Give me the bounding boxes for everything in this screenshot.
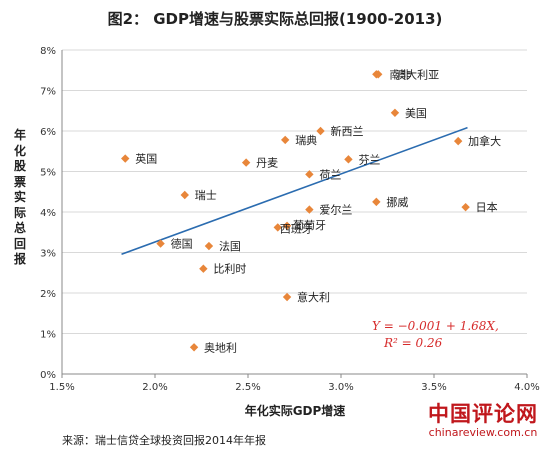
- data-point-label: 挪威: [386, 195, 408, 209]
- y-tick-label: 8%: [40, 46, 56, 57]
- y-tick-label: 6%: [40, 127, 56, 138]
- data-point-marker: [316, 126, 325, 136]
- data-point-marker: [189, 343, 199, 352]
- x-tick-label: 1.5%: [49, 382, 74, 393]
- x-tick-label: 3.5%: [421, 382, 446, 393]
- trendline-layer: [121, 126, 468, 255]
- data-point-label: 葡萄牙: [293, 219, 326, 232]
- data-point-label: 南非: [389, 68, 411, 81]
- gridlines: [62, 49, 527, 334]
- data-point-label: 澳大利亚: [395, 67, 439, 81]
- data-point-marker: [390, 108, 400, 117]
- data-point-label: 意大利: [297, 290, 330, 304]
- data-point-label: 英国: [135, 152, 157, 166]
- x-tick-label: 4.0%: [514, 382, 539, 393]
- data-point-marker: [374, 70, 383, 79]
- data-point-label: 瑞士: [195, 188, 217, 202]
- y-tick-label: 7%: [40, 87, 56, 98]
- chart-title: 图2： GDP增速与股票实际总回报(1900-2013): [107, 10, 443, 28]
- x-tick-label: 3.0%: [328, 382, 353, 393]
- source-note: 来源：瑞士信贷全球投资回报2014年年报: [62, 434, 266, 447]
- data-point-marker: [461, 202, 470, 212]
- data-point-label: 法国: [219, 239, 241, 253]
- data-point-marker: [241, 158, 251, 167]
- data-point-label: 美国: [405, 107, 427, 120]
- data-point-label: 西班牙: [280, 222, 313, 235]
- data-point-marker: [453, 136, 463, 146]
- data-point-label: 丹麦: [256, 157, 278, 170]
- data-point-marker: [282, 221, 292, 230]
- data-points: [121, 70, 470, 352]
- trendline: [121, 126, 468, 255]
- data-point-label: 德国: [171, 237, 193, 251]
- data-point-marker: [199, 264, 208, 273]
- data-point-marker: [204, 241, 214, 251]
- x-tick-label: 2.0%: [142, 382, 167, 393]
- y-tick-label: 0%: [40, 370, 56, 381]
- x-tick-label: 2.5%: [235, 382, 260, 393]
- regression-equation-line1: Y = −0.001 + 1.68X,: [372, 319, 499, 333]
- y-tick-label: 5%: [40, 168, 56, 179]
- data-point-marker: [305, 170, 314, 179]
- watermark-url: chinareview.com.cn: [428, 426, 538, 439]
- data-point-label: 新西兰: [331, 124, 364, 138]
- data-point-marker: [121, 154, 130, 163]
- data-point-label: 加拿大: [468, 134, 501, 148]
- data-point-label: 比利时: [213, 263, 246, 276]
- data-point-label: 芬兰: [358, 153, 380, 166]
- data-point-marker: [305, 205, 314, 214]
- data-point-marker: [156, 239, 165, 248]
- data-point-label: 日本: [476, 200, 498, 214]
- data-point-label: 荷兰: [319, 168, 341, 181]
- y-tick-label: 3%: [40, 249, 56, 260]
- y-tick-label: 1%: [40, 330, 56, 341]
- data-point-marker: [273, 223, 282, 232]
- regression-r-squared: R² = 0.26: [384, 336, 443, 350]
- data-point-marker: [372, 197, 381, 207]
- watermark-main-text: 中国评论网: [428, 401, 538, 426]
- data-point-marker: [344, 155, 353, 164]
- data-point-label: 瑞典: [295, 133, 317, 147]
- y-tick-label: 4%: [40, 208, 56, 219]
- axes: 0% 1% 2% 3% 4% 5% 6% 7% 8% 1.5% 2.0% 2.5% 3.0% 3.5% 4.…: [40, 46, 540, 393]
- regression-equation: Y = −0.001 + 1.68X, R² = 0.26: [372, 318, 499, 352]
- data-point-marker: [281, 135, 290, 145]
- watermark-logo: 中国评论网 chinareview.com.cn: [418, 398, 548, 439]
- data-point-marker: [282, 292, 292, 302]
- data-point-label: 奥地利: [204, 340, 237, 354]
- data-point-label: 爱尔兰: [319, 204, 352, 217]
- data-point-marker: [180, 190, 189, 200]
- y-axis-title: 年化股票实际总回报: [13, 128, 26, 266]
- y-tick-label: 2%: [40, 289, 56, 300]
- x-axis-title: 年化实际GDP增速: [244, 404, 346, 418]
